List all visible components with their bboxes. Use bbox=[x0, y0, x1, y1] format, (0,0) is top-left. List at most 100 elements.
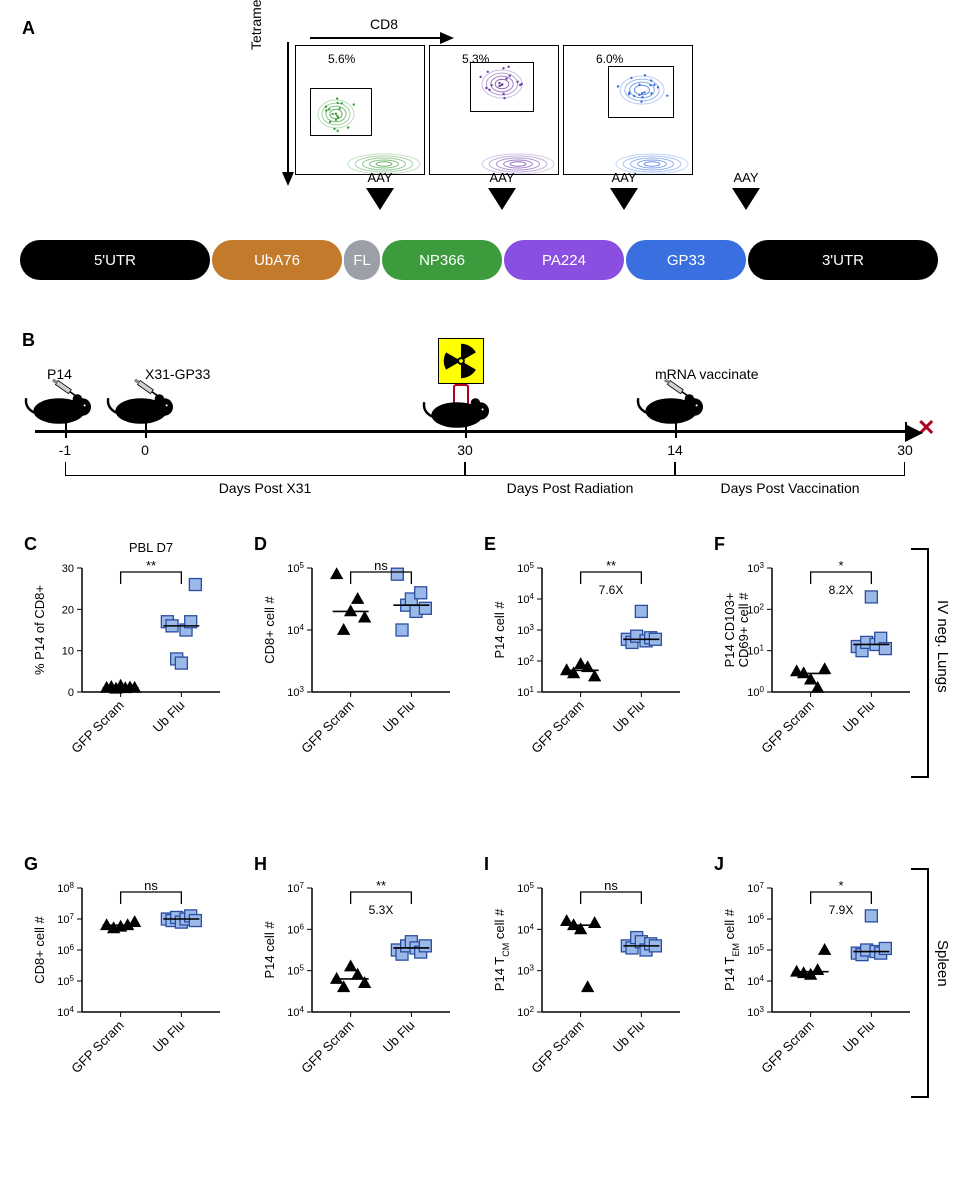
svg-text:105: 105 bbox=[517, 881, 534, 896]
y-axis-label: P14 TCM cell # bbox=[492, 908, 511, 991]
sig-label: ** bbox=[376, 878, 386, 893]
y-axis-label: P14 cell # bbox=[262, 921, 277, 979]
chart-svg: 100 101 102 103 P14 CD103+CD69+ cell # G… bbox=[720, 540, 920, 760]
timeline-tick bbox=[675, 422, 677, 438]
chart-svg: 104 105 106 107 108 CD8+ cell # GFP Scra… bbox=[30, 860, 230, 1080]
timeline-tick bbox=[65, 422, 67, 438]
chart-svg: 103 104 105 106 107 P14 TEM cell # GFP S… bbox=[720, 860, 920, 1080]
construct-segment-np366: NP366 bbox=[382, 240, 502, 280]
event-label: X31-GP33 bbox=[145, 366, 210, 382]
chart-D: D 103 104 105 CD8+ cell # GFP Scram Ub F… bbox=[260, 540, 460, 760]
sig-label: ns bbox=[144, 878, 158, 893]
svg-text:10: 10 bbox=[62, 646, 74, 658]
svg-text:107: 107 bbox=[287, 881, 304, 896]
chart-title: PBL D7 bbox=[129, 540, 173, 555]
facs-plot-1: 5.3% bbox=[429, 45, 559, 175]
sig-label: ** bbox=[146, 558, 156, 573]
fold-label: 7.9X bbox=[829, 903, 854, 917]
chart-svg: 101 102 103 104 105 P14 cell # GFP Scram… bbox=[490, 540, 690, 760]
construct-segment-3utr: 3'UTR bbox=[748, 240, 938, 280]
svg-text:101: 101 bbox=[517, 685, 534, 700]
mouse-icon bbox=[23, 378, 103, 428]
timeline-bracket-label: Days Post Radiation bbox=[507, 480, 634, 496]
svg-text:100: 100 bbox=[747, 685, 764, 700]
panel-label-f: F bbox=[714, 534, 725, 555]
timeline-bracket bbox=[65, 462, 465, 476]
svg-text:107: 107 bbox=[57, 912, 74, 927]
panel-label-i: I bbox=[484, 854, 489, 875]
facs-blob bbox=[430, 46, 558, 174]
svg-text:104: 104 bbox=[517, 922, 534, 937]
mrna-construct-diagram: 5'UTRUbA76FLNP366PA224GP333'UTR bbox=[20, 240, 945, 290]
panel-label-h: H bbox=[254, 854, 267, 875]
facs-blob bbox=[296, 46, 424, 174]
chart-J: J 103 104 105 106 107 P14 TEM cell # bbox=[720, 860, 920, 1080]
timeline-bracket bbox=[675, 462, 905, 476]
facs-plot-2: 6.0% bbox=[563, 45, 693, 175]
timeline-tick-label: 30 bbox=[457, 442, 473, 458]
row1-side-label: IV neg. Lungs bbox=[934, 600, 951, 693]
mouse-icon bbox=[421, 382, 501, 432]
panel-b-timeline: P14 X31-GP33 mRNA vacci bbox=[0, 320, 965, 500]
panel-label-e: E bbox=[484, 534, 496, 555]
timeline-tick bbox=[905, 422, 907, 438]
svg-text:106: 106 bbox=[57, 943, 74, 958]
chart-E: E 101 102 103 104 105 P14 cell # bbox=[490, 540, 690, 760]
sig-label: ns bbox=[374, 558, 388, 573]
x-label-1: GFP Scram bbox=[758, 698, 816, 756]
svg-text:105: 105 bbox=[287, 561, 304, 576]
aay-marker bbox=[610, 188, 638, 210]
timeline-tick-label: 30 bbox=[897, 442, 913, 458]
svg-text:102: 102 bbox=[517, 1005, 534, 1020]
svg-text:104: 104 bbox=[287, 623, 304, 638]
timeline-tick bbox=[465, 422, 467, 438]
x-label-1: GFP Scram bbox=[758, 1018, 816, 1076]
chart-svg: 104 105 106 107 P14 cell # GFP Scram Ub … bbox=[260, 860, 460, 1080]
panel-a: CD8 Tetramer 5.6% 5.3% 6.0% 5'UTRUbA76FL… bbox=[0, 0, 965, 300]
timeline-axis bbox=[35, 430, 905, 433]
svg-text:108: 108 bbox=[57, 881, 74, 896]
x-label-1: GFP Scram bbox=[68, 1018, 126, 1076]
svg-text:107: 107 bbox=[747, 881, 764, 896]
x-label-2: Ub Flu bbox=[840, 1018, 878, 1056]
x-label-2: Ub Flu bbox=[380, 1018, 418, 1056]
sig-label: * bbox=[838, 878, 843, 893]
chart-H: H 104 105 106 107 P14 cell # GFP Scram U… bbox=[260, 860, 460, 1080]
facs-plot-row: 5.6% 5.3% 6.0% bbox=[295, 45, 693, 175]
x-label-1: GFP Scram bbox=[298, 1018, 356, 1076]
y-axis-label: P14 cell # bbox=[492, 601, 507, 659]
radiation-icon bbox=[438, 338, 484, 384]
mouse-icon bbox=[105, 378, 185, 428]
svg-text:106: 106 bbox=[747, 912, 764, 927]
chart-svg: PBL D7 0 10 20 30 % P14 of CD8+ GFP Scra… bbox=[30, 540, 230, 760]
aay-marker bbox=[488, 188, 516, 210]
svg-text:105: 105 bbox=[57, 974, 74, 989]
svg-text:103: 103 bbox=[747, 561, 764, 576]
x-label-1: GFP Scram bbox=[528, 698, 586, 756]
event-label: P14 bbox=[47, 366, 72, 382]
aay-marker bbox=[732, 188, 760, 210]
chart-svg: 103 104 105 CD8+ cell # GFP Scram Ub Flu… bbox=[260, 540, 460, 760]
svg-text:102: 102 bbox=[517, 654, 534, 669]
mouse-icon bbox=[635, 378, 715, 428]
panel-label-j: J bbox=[714, 854, 724, 875]
construct-segment-gp33: GP33 bbox=[626, 240, 746, 280]
svg-text:105: 105 bbox=[287, 963, 304, 978]
x-label-1: GFP Scram bbox=[528, 1018, 586, 1076]
svg-text:104: 104 bbox=[287, 1005, 304, 1020]
facs-plot-0: 5.6% bbox=[295, 45, 425, 175]
aay-marker bbox=[366, 188, 394, 210]
y-axis-label: P14 CD103+CD69+ cell # bbox=[722, 592, 751, 668]
svg-text:103: 103 bbox=[287, 685, 304, 700]
cd8-label: CD8 bbox=[370, 16, 398, 32]
panel-label-c: C bbox=[24, 534, 37, 555]
panel-label-d: D bbox=[254, 534, 267, 555]
sig-label: * bbox=[838, 558, 843, 573]
construct-segment-fl: FL bbox=[344, 240, 380, 280]
facs-blob bbox=[564, 46, 692, 174]
row1-side-bracket bbox=[911, 548, 929, 778]
timeline-bracket-label: Days Post Vaccination bbox=[720, 480, 859, 496]
svg-text:20: 20 bbox=[62, 604, 74, 616]
fold-label: 5.3X bbox=[369, 903, 394, 917]
svg-text:104: 104 bbox=[57, 1005, 74, 1020]
